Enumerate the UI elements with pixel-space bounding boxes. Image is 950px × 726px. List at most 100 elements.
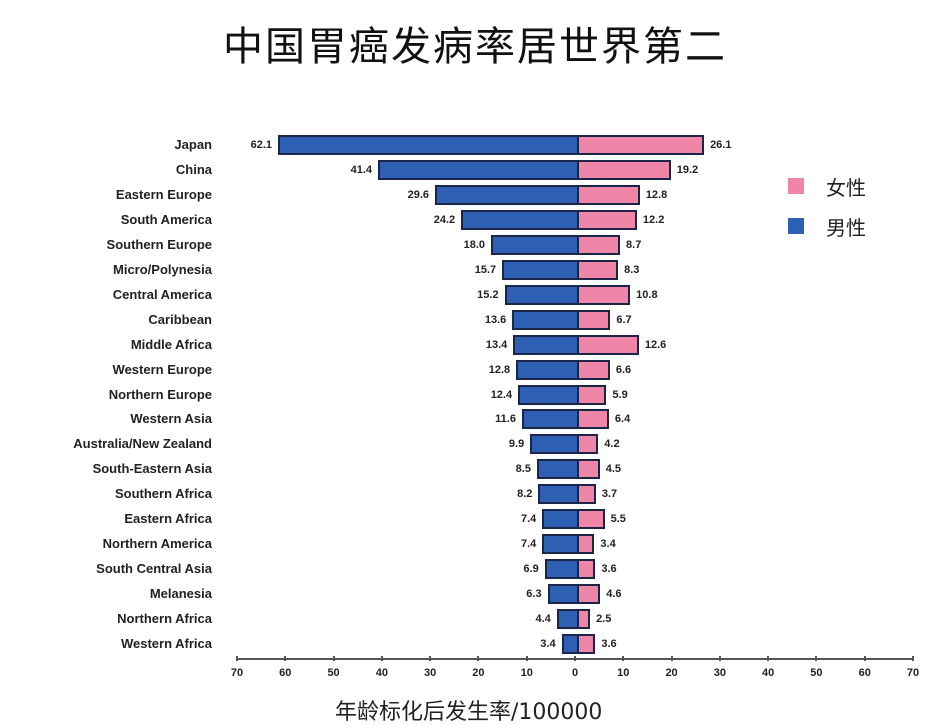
x-tick-label: 20 bbox=[472, 667, 485, 679]
x-tick bbox=[670, 656, 673, 661]
value-label-female: 12.6 bbox=[644, 338, 667, 351]
bar-male bbox=[521, 409, 578, 430]
x-tick-label: 40 bbox=[762, 667, 775, 679]
bar-female bbox=[578, 609, 591, 630]
value-label-female: 6.7 bbox=[616, 313, 632, 326]
bar-male bbox=[547, 584, 578, 605]
value-label-male: 18.0 bbox=[463, 238, 486, 251]
value-label-male: 7.4 bbox=[520, 513, 537, 526]
category-label: Southern Europe bbox=[106, 236, 212, 252]
x-tick bbox=[863, 656, 866, 661]
value-label-female: 2.5 bbox=[596, 613, 612, 626]
bar-female bbox=[578, 234, 621, 255]
x-tick bbox=[525, 656, 528, 661]
x-tick-label: 10 bbox=[617, 667, 630, 679]
category-label: Japan bbox=[174, 137, 212, 152]
value-label-male: 12.8 bbox=[488, 363, 511, 376]
bar-male bbox=[461, 209, 578, 230]
value-label-male: 15.2 bbox=[477, 288, 499, 301]
value-label-male: 62.1 bbox=[250, 139, 273, 151]
category-label: Northern Europe bbox=[108, 386, 212, 402]
bar-female bbox=[578, 184, 640, 205]
value-label-male: 11.6 bbox=[495, 413, 516, 426]
category-label: Micro/Polynesia bbox=[113, 261, 212, 277]
legend: 女性 男性 bbox=[788, 172, 866, 252]
bar-female bbox=[578, 359, 610, 380]
legend-swatch-male bbox=[788, 218, 804, 234]
bar-female bbox=[578, 309, 611, 330]
bar-female bbox=[578, 159, 671, 180]
value-label-female: 12.8 bbox=[645, 188, 668, 201]
x-tick-label: 30 bbox=[424, 667, 437, 679]
bar-female bbox=[578, 534, 595, 555]
x-tick bbox=[574, 656, 576, 661]
value-label-female: 4.5 bbox=[605, 463, 622, 476]
x-tick-label: 40 bbox=[375, 667, 388, 679]
bar-female bbox=[578, 135, 705, 155]
value-label-female: 10.8 bbox=[636, 288, 658, 301]
legend-label-female: 女性 bbox=[826, 175, 866, 200]
value-label-female: 3.6 bbox=[601, 563, 617, 576]
value-label-female: 26.1 bbox=[710, 139, 732, 151]
value-label-female: 6.6 bbox=[615, 363, 632, 376]
category-label: Middle Africa bbox=[130, 336, 212, 352]
x-tick bbox=[284, 656, 287, 661]
value-label-male: 24.2 bbox=[433, 213, 456, 226]
category-label: South Central Asia bbox=[96, 561, 212, 577]
value-label-male: 29.6 bbox=[407, 188, 430, 201]
bar-male bbox=[542, 534, 578, 555]
x-tick-label: 60 bbox=[858, 667, 871, 679]
value-label-male: 41.4 bbox=[350, 163, 373, 176]
x-tick bbox=[718, 656, 721, 661]
x-tick-label: 50 bbox=[810, 667, 823, 679]
category-label: Melanesia bbox=[149, 586, 212, 602]
x-tick-label: 20 bbox=[665, 667, 678, 679]
category-label: Australia/New Zealand bbox=[73, 436, 212, 452]
bar-male bbox=[536, 459, 578, 480]
value-label-female: 3.4 bbox=[600, 538, 616, 551]
category-label: Southern Africa bbox=[114, 486, 212, 502]
bar-female bbox=[578, 209, 637, 230]
value-label-female: 5.5 bbox=[610, 513, 626, 526]
category-label: Northern America bbox=[102, 536, 212, 552]
value-label-female: 3.7 bbox=[601, 488, 618, 501]
bar-male bbox=[530, 434, 578, 455]
value-label-female: 6.4 bbox=[614, 413, 631, 426]
x-axis-label: 年龄标化后发生率/100000 bbox=[335, 700, 603, 725]
bar-male bbox=[278, 135, 578, 155]
x-tick-label: 30 bbox=[713, 667, 726, 679]
bar-male bbox=[435, 184, 578, 205]
category-label: Western Asia bbox=[130, 411, 212, 427]
bar-male bbox=[556, 609, 578, 630]
value-label-female: 5.9 bbox=[612, 388, 628, 401]
bar-male bbox=[491, 234, 578, 255]
value-label-female: 8.3 bbox=[624, 263, 640, 276]
category-label: Western Europe bbox=[112, 361, 212, 377]
value-label-female: 19.2 bbox=[676, 163, 699, 176]
category-label: South-Eastern Asia bbox=[92, 461, 212, 477]
bar-male bbox=[538, 484, 578, 505]
value-label-male: 3.4 bbox=[540, 638, 556, 650]
x-tick bbox=[477, 656, 480, 661]
bar-female bbox=[578, 559, 596, 580]
bar-female bbox=[578, 384, 607, 405]
value-label-male: 8.2 bbox=[517, 488, 533, 501]
x-tick-label: 60 bbox=[279, 667, 292, 679]
bar-male bbox=[542, 509, 578, 530]
bar-female bbox=[578, 334, 639, 355]
category-label: Eastern Africa bbox=[124, 511, 212, 527]
bar-male bbox=[561, 634, 578, 654]
value-label-female: 4.2 bbox=[604, 438, 620, 451]
value-label-male: 9.9 bbox=[508, 438, 525, 451]
value-label-female: 4.6 bbox=[606, 588, 622, 601]
category-label: Central America bbox=[112, 286, 212, 302]
value-label-male: 4.4 bbox=[535, 613, 551, 626]
bar-male bbox=[516, 359, 578, 380]
category-label: Western Africa bbox=[120, 636, 212, 651]
x-tick bbox=[912, 656, 914, 661]
x-tick bbox=[236, 656, 238, 661]
bar-female bbox=[578, 409, 609, 430]
value-label-male: 6.3 bbox=[526, 588, 542, 601]
value-label-female: 12.2 bbox=[642, 213, 665, 226]
